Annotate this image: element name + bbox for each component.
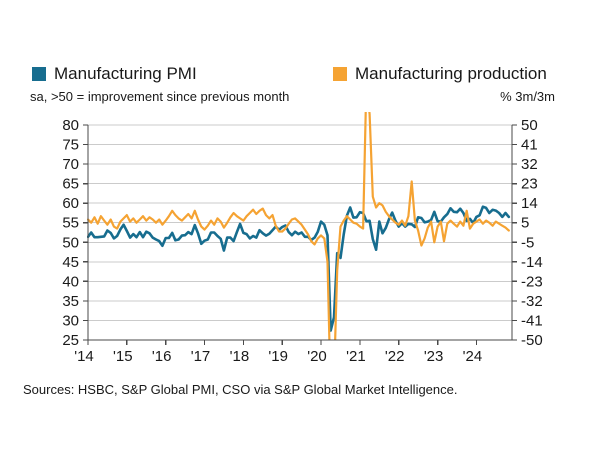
svg-text:'14: '14 — [74, 348, 94, 365]
svg-text:75: 75 — [62, 137, 79, 154]
pmi-legend-label: Manufacturing PMI — [54, 64, 197, 83]
svg-text:60: 60 — [62, 195, 79, 212]
svg-text:50: 50 — [62, 234, 79, 251]
svg-text:14: 14 — [521, 195, 538, 212]
svg-text:'15: '15 — [113, 348, 133, 365]
svg-text:'19: '19 — [268, 348, 288, 365]
svg-text:'23: '23 — [424, 348, 444, 365]
svg-text:-32: -32 — [521, 293, 543, 310]
pmi-legend-swatch — [32, 67, 46, 81]
svg-text:32: 32 — [521, 156, 538, 173]
svg-text:'20: '20 — [307, 348, 327, 365]
left-axis-subtitle: sa, >50 = improvement since previous mon… — [30, 89, 290, 104]
legend-item-pmi: Manufacturing PMI — [32, 64, 197, 83]
svg-text:-41: -41 — [521, 313, 543, 330]
svg-text:70: 70 — [62, 156, 79, 173]
svg-text:80: 80 — [62, 117, 79, 134]
svg-text:'24: '24 — [463, 348, 483, 365]
svg-text:-5: -5 — [521, 234, 534, 251]
svg-text:55: 55 — [62, 215, 79, 232]
svg-text:-50: -50 — [521, 332, 543, 349]
svg-text:'22: '22 — [385, 348, 405, 365]
svg-text:'21: '21 — [346, 348, 366, 365]
svg-text:50: 50 — [521, 117, 538, 134]
svg-text:'17: '17 — [191, 348, 211, 365]
svg-text:-14: -14 — [521, 254, 543, 271]
production-legend-swatch — [333, 67, 347, 81]
svg-text:41: 41 — [521, 137, 538, 154]
svg-text:'16: '16 — [152, 348, 172, 365]
svg-text:30: 30 — [62, 313, 79, 330]
svg-text:40: 40 — [62, 273, 79, 290]
svg-text:35: 35 — [62, 293, 79, 310]
source-note: Sources: HSBC, S&P Global PMI, CSO via S… — [23, 382, 458, 397]
svg-text:65: 65 — [62, 176, 79, 193]
legend-item-production: Manufacturing production — [333, 64, 547, 83]
production-legend-label: Manufacturing production — [355, 64, 547, 83]
right-axis-subtitle: % 3m/3m — [500, 89, 555, 104]
svg-text:-23: -23 — [521, 273, 543, 290]
svg-text:23: 23 — [521, 176, 538, 193]
svg-text:'18: '18 — [230, 348, 250, 365]
svg-text:45: 45 — [62, 254, 79, 271]
svg-text:5: 5 — [521, 215, 529, 232]
svg-text:25: 25 — [62, 332, 79, 349]
